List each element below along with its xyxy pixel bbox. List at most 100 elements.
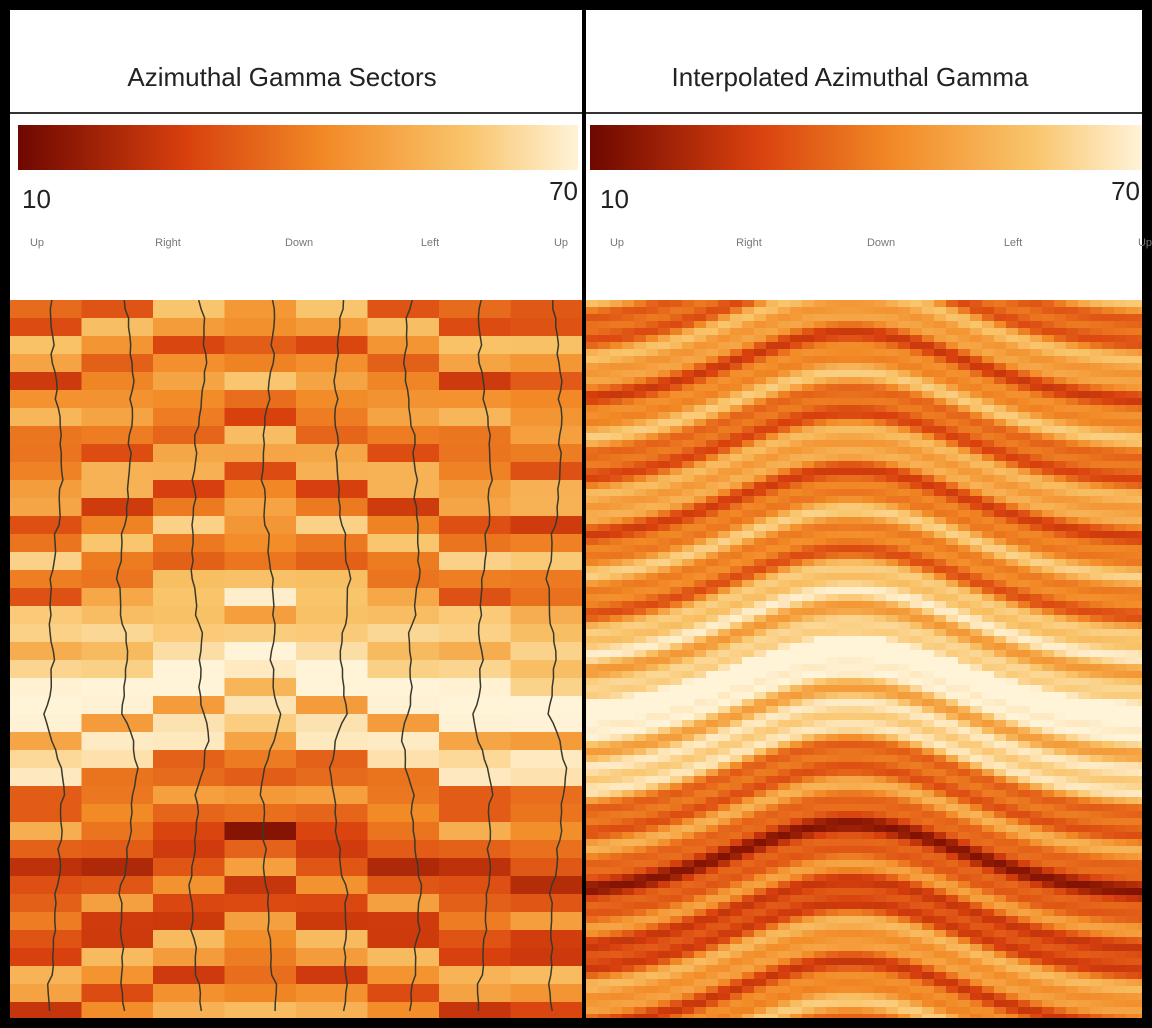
interp-cell xyxy=(910,797,923,805)
interp-cell xyxy=(838,888,851,896)
interp-cell xyxy=(838,650,851,658)
interp-cell xyxy=(1066,993,1079,1001)
interp-cell xyxy=(850,706,863,714)
interp-cell xyxy=(1090,951,1103,959)
interp-cell xyxy=(778,846,791,854)
interp-cell xyxy=(826,538,839,546)
interp-cell xyxy=(922,559,935,567)
interp-cell xyxy=(850,622,863,630)
interp-cell xyxy=(658,699,671,707)
interp-cell xyxy=(778,776,791,784)
interp-cell xyxy=(970,734,983,742)
interp-cell xyxy=(898,965,911,973)
interp-cell xyxy=(1054,888,1067,896)
interp-cell xyxy=(1054,433,1067,441)
interp-cell xyxy=(730,881,743,889)
interp-cell xyxy=(874,377,887,385)
interp-cell xyxy=(958,566,971,574)
sector-cell xyxy=(511,876,584,895)
interp-cell xyxy=(1090,622,1103,630)
interp-cell xyxy=(850,783,863,791)
interp-cell xyxy=(754,902,767,910)
interp-cell xyxy=(958,692,971,700)
interp-cell xyxy=(742,517,755,525)
direction-label: Up xyxy=(610,237,624,249)
interp-cell xyxy=(634,552,647,560)
interp-cell xyxy=(1090,349,1103,357)
interp-cell xyxy=(634,580,647,588)
interp-cell xyxy=(1102,636,1115,644)
interp-cell xyxy=(910,412,923,420)
interp-cell xyxy=(766,657,779,665)
interp-cell xyxy=(766,923,779,931)
interp-cell xyxy=(1090,804,1103,812)
interp-cell xyxy=(958,503,971,511)
interp-cell xyxy=(754,412,767,420)
interp-cell xyxy=(1006,881,1019,889)
interp-cell xyxy=(826,496,839,504)
interp-cell xyxy=(718,363,731,371)
interp-cell xyxy=(1114,965,1127,973)
interp-cell xyxy=(598,776,611,784)
interp-cell xyxy=(1090,699,1103,707)
interp-cell xyxy=(994,412,1007,420)
interp-cell xyxy=(778,741,791,749)
interp-cell xyxy=(622,755,635,763)
interp-cell xyxy=(982,300,995,308)
interp-cell xyxy=(1042,629,1055,637)
interp-cell xyxy=(586,650,599,658)
interp-cell xyxy=(922,433,935,441)
interp-cell xyxy=(958,923,971,931)
interp-cell xyxy=(898,622,911,630)
interp-cell xyxy=(706,321,719,329)
interp-cell xyxy=(1054,349,1067,357)
interp-cell xyxy=(622,720,635,728)
interp-cell xyxy=(826,699,839,707)
interp-cell xyxy=(1006,678,1019,686)
interp-cell xyxy=(826,580,839,588)
interp-cell xyxy=(862,566,875,574)
interp-cell xyxy=(766,447,779,455)
interp-cell xyxy=(1054,811,1067,819)
interp-cell xyxy=(742,482,755,490)
interp-cell xyxy=(1006,965,1019,973)
interp-cell xyxy=(754,370,767,378)
sector-cell xyxy=(511,390,584,409)
interp-cell xyxy=(1054,699,1067,707)
interp-cell xyxy=(1018,342,1031,350)
interp-cell xyxy=(586,447,599,455)
interp-cell xyxy=(1006,937,1019,945)
interp-cell xyxy=(778,881,791,889)
interp-cell xyxy=(610,895,623,903)
interp-cell xyxy=(1066,853,1079,861)
interp-cell xyxy=(922,832,935,840)
interp-cell xyxy=(934,762,947,770)
interp-cell xyxy=(718,818,731,826)
interp-cell xyxy=(646,965,659,973)
interp-cell xyxy=(1102,629,1115,637)
interp-cell xyxy=(994,636,1007,644)
interp-cell xyxy=(1006,559,1019,567)
interp-cell xyxy=(622,594,635,602)
interp-cell xyxy=(886,734,899,742)
interp-cell xyxy=(1090,594,1103,602)
interp-cell xyxy=(622,608,635,616)
interp-cell xyxy=(646,657,659,665)
interp-cell xyxy=(586,545,599,553)
interp-cell xyxy=(1006,930,1019,938)
interp-cell xyxy=(1042,965,1055,973)
interp-cell xyxy=(658,769,671,777)
sector-cell xyxy=(439,516,512,535)
interp-cell xyxy=(958,860,971,868)
interp-cell xyxy=(910,965,923,973)
interp-cell xyxy=(622,895,635,903)
interp-cell xyxy=(1078,790,1091,798)
sector-cell xyxy=(82,354,155,373)
interp-cell xyxy=(790,874,803,882)
interp-cell xyxy=(730,601,743,609)
interp-cell xyxy=(1054,510,1067,518)
interp-cell xyxy=(1078,671,1091,679)
interp-cell xyxy=(658,734,671,742)
interp-cell xyxy=(1054,825,1067,833)
interp-cell xyxy=(994,692,1007,700)
